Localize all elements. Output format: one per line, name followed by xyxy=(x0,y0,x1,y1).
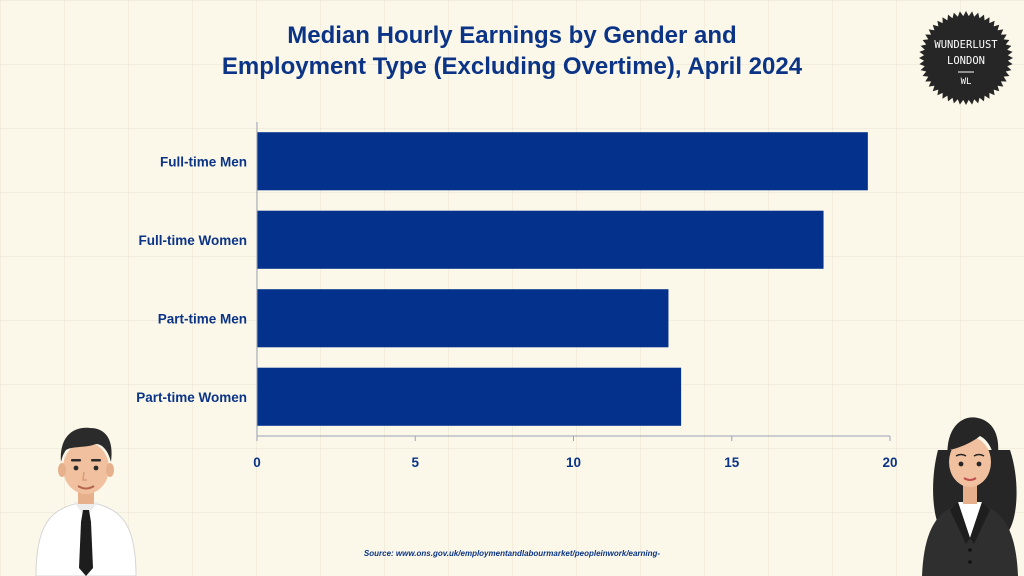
chart-title-line-2: Employment Type (Excluding Overtime), Ap… xyxy=(221,53,803,80)
chart-title-line-1: Median Hourly Earnings by Gender and xyxy=(287,22,737,49)
bar-part-time-men xyxy=(257,289,669,348)
x-tick-label: 15 xyxy=(724,455,740,470)
category-label: Part-time Women xyxy=(136,390,247,405)
chart-title: Median Hourly Earnings by Gender and Emp… xyxy=(150,20,874,82)
bar-part-time-women xyxy=(257,367,682,426)
x-tick-label: 5 xyxy=(411,455,419,470)
logo-line-1: WUNDERLUST xyxy=(934,39,998,51)
bar-full-time-men xyxy=(257,132,868,191)
x-ticks-group: 0 5 10 15 20 xyxy=(253,436,898,470)
x-tick-label: 20 xyxy=(882,455,897,470)
bars-group xyxy=(257,132,868,426)
woman-icon xyxy=(922,417,1018,576)
bar-full-time-women xyxy=(257,210,824,269)
brand-logo: WUNDERLUST LONDON WL xyxy=(918,10,1014,106)
logo-line-2: LONDON xyxy=(947,55,985,67)
man-icon xyxy=(35,427,137,576)
category-labels-group: Full-time Men Full-time Women Part-time Me… xyxy=(136,154,247,405)
category-label: Part-time Men xyxy=(158,311,247,326)
logo-monogram: WL xyxy=(961,77,972,87)
seal-badge-icon xyxy=(919,11,1013,105)
category-label: Full-time Men xyxy=(160,154,247,169)
source-note: Source: www.ons.gov.uk/employmentandlabo… xyxy=(363,549,661,558)
x-tick-label: 10 xyxy=(566,455,581,470)
x-tick-label: 0 xyxy=(253,455,261,470)
category-label: Full-time Women xyxy=(138,233,247,248)
